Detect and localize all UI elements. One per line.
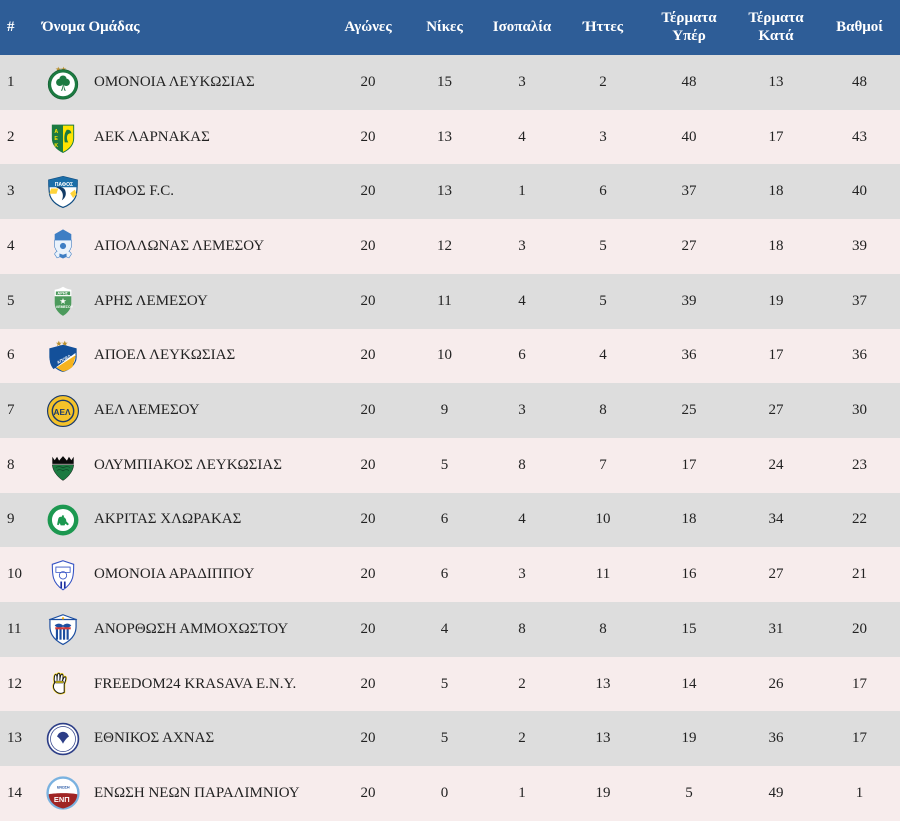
svg-text:ΑΡΗΣ: ΑΡΗΣ	[57, 291, 68, 296]
svg-text:Ε: Ε	[54, 136, 58, 142]
svg-text:ΕΝΠ: ΕΝΠ	[54, 795, 70, 804]
svg-text:ΕΝΩΣΗ: ΕΝΩΣΗ	[57, 786, 70, 790]
svg-text:ΑΕΛ: ΑΕΛ	[54, 407, 72, 417]
svg-text:ΛΕΜΕΣΟΥ: ΛΕΜΕΣΟΥ	[56, 305, 74, 309]
svg-text:Α: Α	[54, 129, 58, 135]
svg-text:Κ: Κ	[54, 143, 58, 149]
svg-text:ΠΑΦΟΣ: ΠΑΦΟΣ	[55, 182, 73, 188]
